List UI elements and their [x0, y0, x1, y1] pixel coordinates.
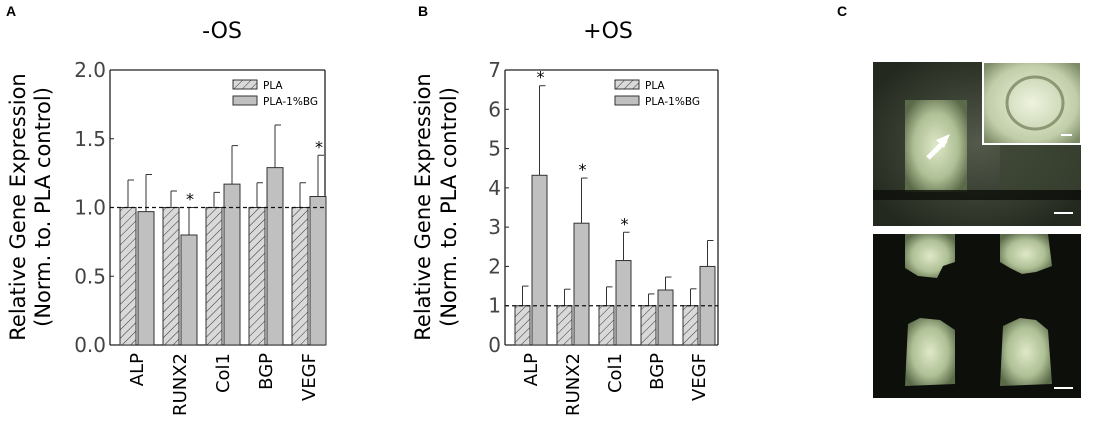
chart-b-legend: PLA PLA-1%BG	[614, 79, 700, 108]
chart-a-bar	[223, 183, 241, 346]
chart-b-title: +OS	[583, 19, 633, 44]
chart-b-legend-label: PLA-1%BG	[645, 96, 700, 108]
chart-a-bar	[291, 207, 309, 346]
micrograph-top	[873, 61, 1082, 226]
chart-b-significance-star: *	[621, 214, 629, 233]
chart-a-bar	[248, 207, 266, 346]
chart-a-ylabel-line1: Relative Gene Expression	[6, 73, 30, 340]
panel-letter-c: C	[837, 3, 847, 19]
chart-b-ytick-label: 6	[488, 97, 501, 121]
chart-b-bar	[556, 305, 573, 346]
chart-a-category-label: RUNX2	[170, 353, 191, 416]
chart-b-category-label: VEGF	[689, 353, 710, 401]
chart-b-bar	[682, 305, 699, 346]
chart-b-ytick-label: 0	[488, 333, 501, 357]
chart-b-bar	[598, 305, 615, 346]
chart-b-bars	[514, 174, 716, 346]
chart-a-significance-star: *	[315, 137, 323, 156]
chart-a-category-label: VEGF	[299, 353, 320, 401]
arrow-head-icon	[936, 134, 950, 148]
chart-a-title: -OS	[202, 19, 242, 44]
chart-b-category-label: RUNX2	[563, 353, 584, 416]
chart-a-categories: ALP RUNX2 Col1 BGP VEGF	[127, 353, 320, 416]
chart-a-legend-label: PLA	[263, 80, 283, 92]
micrograph-inset	[982, 61, 1082, 145]
chart-b-ytick-label: 3	[488, 215, 501, 239]
chart-a-ytick-label: 0.0	[74, 333, 106, 357]
chart-b-legend-swatch	[614, 79, 640, 90]
chart-b-category-label: Col1	[605, 353, 626, 393]
chart-b-error-bars	[522, 85, 714, 306]
chart-b-ylabel-line2: (Norm. to. PLA control)	[437, 87, 461, 327]
chart-a-legend-swatch	[232, 79, 258, 90]
panel-letter-b: B	[418, 3, 428, 19]
chart-b-bar	[531, 174, 548, 346]
chart-b-legend-label: PLA	[645, 80, 665, 92]
chart-a: -OS Relative Gene Expression (Norm. to. …	[6, 19, 327, 416]
chart-a-legend-label: PLA-1%BG	[263, 96, 318, 108]
chart-a-bar	[119, 207, 137, 346]
chart-a-bar	[137, 211, 155, 346]
chart-b: +OS Relative Gene Expression (Norm. to. …	[411, 19, 719, 416]
chart-b-legend-swatch	[614, 95, 640, 106]
chart-b-significance-star: *	[579, 160, 587, 179]
chart-b-significance: * * *	[537, 68, 629, 234]
chart-a-legend: PLA PLA-1%BG	[232, 79, 318, 108]
chart-a-category-label: ALP	[127, 353, 148, 386]
chart-a-bar	[266, 167, 284, 346]
chart-b-bar	[640, 305, 657, 346]
chart-a-bar	[309, 196, 327, 346]
chart-a-ytick-label: 1.5	[74, 127, 106, 151]
micrograph-bottom	[873, 234, 1081, 398]
chart-a-error-bars	[127, 124, 324, 235]
chart-a-bar	[162, 207, 180, 346]
chart-b-category-label: BGP	[647, 353, 668, 390]
chart-a-category-label: Col1	[213, 353, 234, 393]
chart-a-ytick-label: 2.0	[74, 58, 106, 82]
chart-a-category-label: BGP	[256, 353, 277, 390]
chart-a-legend-swatch	[232, 95, 258, 106]
chart-a-ticks: 0.0 0.5 1.0 1.5 2.0	[74, 58, 114, 357]
chart-a-bar	[205, 207, 223, 346]
chart-b-ytick-label: 1	[488, 294, 501, 318]
chart-a-significance-star: *	[186, 190, 194, 209]
chart-a-bars	[119, 167, 327, 346]
chart-b-category-label: ALP	[521, 353, 542, 386]
chart-b-categories: ALP RUNX2 Col1 BGP VEGF	[521, 353, 710, 416]
chart-a-ytick-label: 0.5	[74, 264, 106, 288]
chart-b-ytick-label: 5	[488, 137, 501, 161]
chart-b-ytick-label: 4	[488, 176, 501, 200]
chart-b-bar	[573, 222, 590, 346]
chart-b-ytick-label: 7	[488, 58, 501, 82]
chart-a-significance: **	[186, 137, 323, 208]
panel-letter-a: A	[6, 3, 16, 19]
chart-a-bar	[180, 234, 198, 346]
chart-b-ylabel-line1: Relative Gene Expression	[411, 73, 435, 340]
chart-b-ticks: 0 1 2 3 4 5 6 7	[488, 58, 509, 357]
chart-b-bar	[615, 260, 632, 346]
chart-a-ylabel-line2: (Norm. to. PLA control)	[31, 87, 55, 327]
chart-b-ytick-label: 2	[488, 254, 501, 278]
chart-b-bar	[657, 289, 674, 346]
chart-a-ytick-label: 1.0	[74, 196, 106, 220]
chart-b-significance-star: *	[537, 68, 545, 87]
chart-b-bar	[514, 305, 531, 346]
